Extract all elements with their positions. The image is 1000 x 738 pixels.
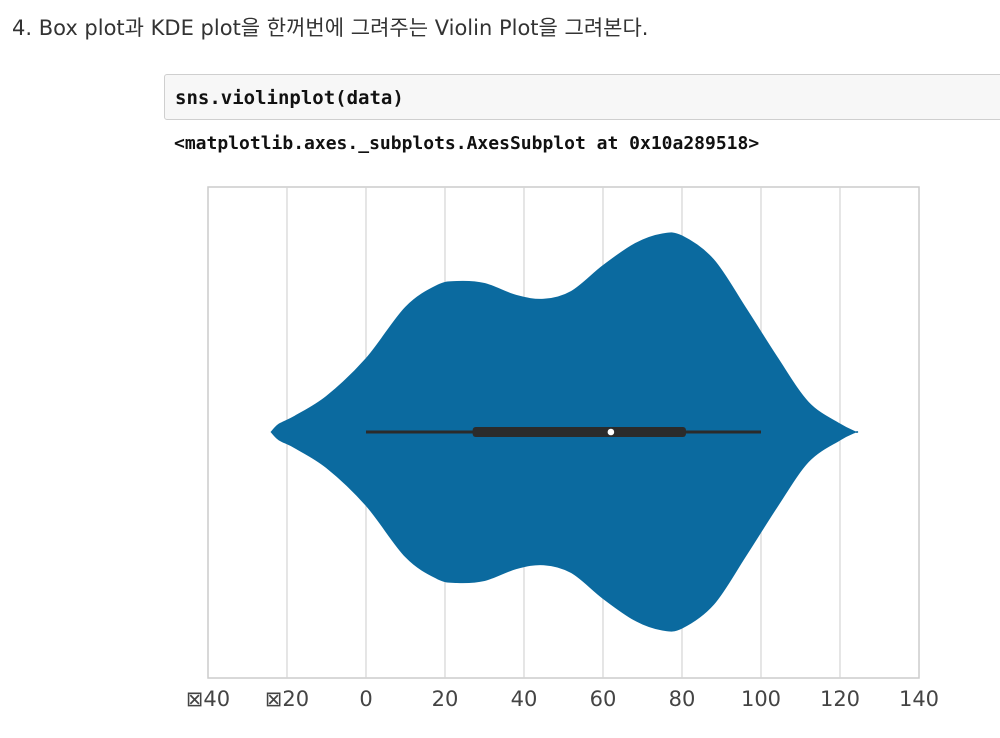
code-input[interactable]: sns.violinplot(data) <box>175 87 404 109</box>
x-tick-label: ⊠40 <box>186 687 230 711</box>
x-tick-label: 0 <box>359 687 372 711</box>
x-tick-label: ⊠20 <box>265 687 309 711</box>
x-tick-label: 20 <box>432 687 459 711</box>
x-tick-label: 40 <box>511 687 538 711</box>
x-tick-label: 100 <box>741 687 781 711</box>
cell-output: <matplotlib.axes._subplots.AxesSubplot a… <box>174 133 760 154</box>
x-tick-label: 80 <box>669 687 696 711</box>
x-tick-label: 120 <box>820 687 860 711</box>
iqr-box <box>472 427 686 437</box>
x-tick-label: 60 <box>590 687 617 711</box>
x-tick-label: 140 <box>899 687 939 711</box>
median-marker <box>607 428 615 436</box>
code-cell[interactable]: sns.violinplot(data) <box>164 74 1000 120</box>
section-heading: 4. Box plot과 KDE plot을 한꺼번에 그려주는 Violin … <box>12 16 649 40</box>
